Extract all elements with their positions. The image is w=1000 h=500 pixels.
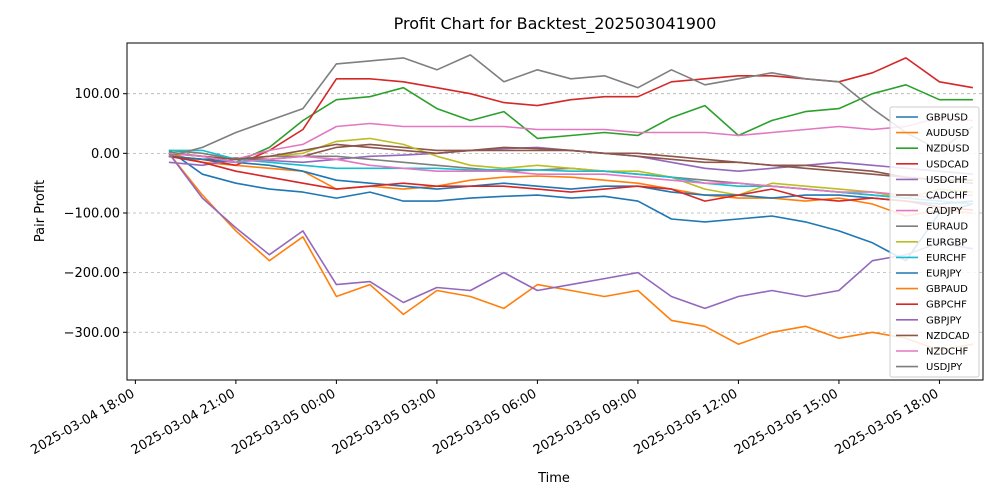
legend-box [889, 106, 980, 378]
series-layer [168, 54, 974, 352]
legend-label: NZDCHF [926, 347, 969, 358]
series-line-nzdcad [168, 143, 973, 181]
series-line-gbpusd [168, 149, 974, 262]
series-line-eurgbp [168, 137, 973, 199]
series-line-nzdchf [168, 152, 973, 199]
legend-label: CADCHF [926, 191, 968, 202]
legend-label: GBPJPY [926, 315, 962, 326]
y-axis: 100.00 0.00 −100.00 −200.00 −300.00 [64, 87, 127, 341]
legend-label: EURAUD [926, 222, 968, 233]
y-tick-label: −300.00 [64, 326, 120, 341]
legend-label: EURJPY [926, 269, 962, 280]
legend-label: EURGBP [926, 237, 967, 248]
series-line-eurjpy [168, 155, 973, 205]
legend-label: GBPAUD [926, 284, 968, 295]
legend-label: EURCHF [926, 253, 967, 264]
series-line-nzdusd [168, 84, 973, 164]
grid-lines [127, 93, 983, 333]
x-axis-label: Time [537, 471, 570, 486]
legend-label: AUDUSD [926, 128, 970, 139]
legend: GBPUSD AUDUSD NZDUSD USDCAD USDCHF CADCHF CADJ… [889, 106, 980, 378]
series-line-usdjpy [168, 54, 974, 158]
chart-title: Profit Chart for Backtest_202503041900 [394, 14, 717, 34]
series-line-gbpaud [168, 152, 974, 352]
legend-label: USDCAD [926, 159, 969, 170]
legend-label: NZDCAD [926, 331, 970, 342]
legend-label: USDCHF [926, 175, 968, 186]
legend-label: GBPCHF [926, 300, 967, 311]
y-tick-label: −100.00 [64, 206, 120, 221]
legend-label: CADJPY [926, 206, 963, 217]
series-line-gbpchf [168, 155, 973, 211]
legend-label: NZDUSD [926, 144, 970, 155]
legend-label: USDJPY [926, 362, 963, 373]
y-tick-label: 100.00 [75, 87, 121, 102]
y-tick-label: −200.00 [64, 266, 120, 281]
y-axis-label: Pair Profit [33, 180, 48, 242]
series-line-gbpjpy [168, 152, 974, 310]
series-line-cadjpy [168, 116, 973, 161]
y-tick-label: 0.00 [91, 147, 120, 162]
legend-label: GBPUSD [926, 113, 968, 124]
plot-frame [126, 42, 984, 381]
